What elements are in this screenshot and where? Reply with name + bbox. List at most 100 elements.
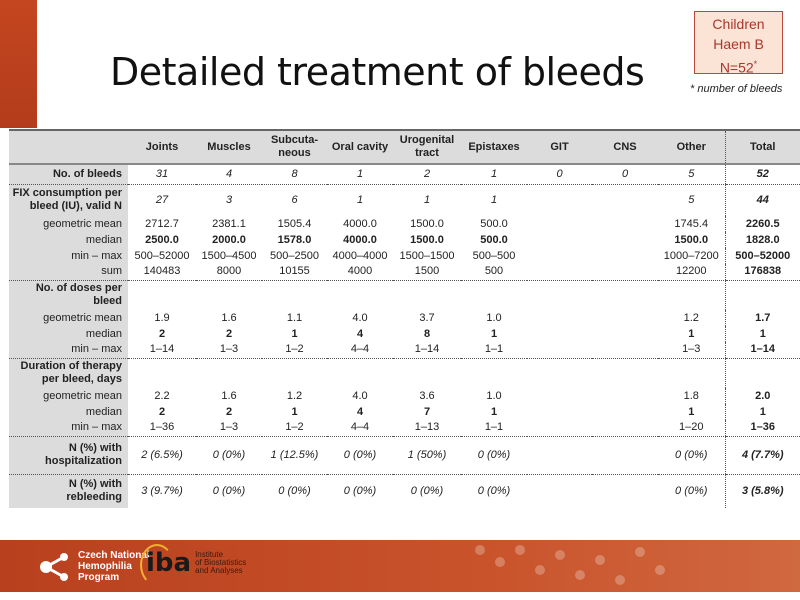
table-cell: 500–500 xyxy=(472,249,516,262)
column-header: Subcuta-neous xyxy=(262,130,327,165)
table-cell xyxy=(527,388,592,404)
table-cell xyxy=(592,310,658,326)
table-cell: 1 xyxy=(724,326,800,342)
table-cell: 1500.0 xyxy=(674,233,709,246)
table-cell: 0 (0%) xyxy=(658,436,725,475)
table-row: No. of doses per bleed xyxy=(9,280,800,310)
table-cell: 1 xyxy=(490,193,498,206)
table-row: N (%) with hospitalization 2 (6.5%) 0 (0%)… xyxy=(9,436,800,475)
column-header: Oral cavity xyxy=(327,130,393,165)
table-cell: 1.7 xyxy=(724,310,800,326)
table-cell xyxy=(592,232,658,248)
table-cell xyxy=(592,474,658,508)
table-cell xyxy=(724,358,800,388)
table-cell: 1.9 xyxy=(154,311,170,324)
row-label: Duration of therapy per bleed, days xyxy=(9,358,128,388)
table-cell: 2.2 xyxy=(154,389,170,402)
table-row: Duration of therapy per bleed, days xyxy=(9,358,800,388)
table-cell: 6 xyxy=(291,193,298,206)
cnhp-line-2: Hemophilia xyxy=(78,561,132,572)
table-cell: 4000.0 xyxy=(343,217,377,230)
table-cell xyxy=(527,342,592,359)
table-cell xyxy=(592,388,658,404)
table-cell xyxy=(592,184,658,216)
table-cell: 5 xyxy=(658,164,725,185)
cnhp-line-1: Czech National xyxy=(78,550,150,561)
table-cell: 500 xyxy=(461,264,527,281)
table-cell xyxy=(592,248,658,264)
cnhp-line-3: Program xyxy=(78,572,120,583)
table-cell: 12200 xyxy=(658,264,725,281)
table-cell: 0 (0%) xyxy=(410,484,444,497)
table-cell: 500–2500 xyxy=(270,249,319,262)
table-cell: 1–36 xyxy=(128,420,196,437)
table-cell: 1–3 xyxy=(658,342,725,359)
row-label: No. of doses per bleed xyxy=(9,280,128,310)
table-cell xyxy=(527,474,592,508)
table-cell: 1.2 xyxy=(286,389,303,402)
column-header: Other xyxy=(658,130,725,165)
table-cell xyxy=(461,358,527,388)
row-label: median xyxy=(9,404,128,420)
table-cell: 1 xyxy=(490,327,498,340)
iba-logo: iba Institute of Biostatistics and Analy… xyxy=(139,544,247,586)
table-row: min – max 1–14 1–3 1–2 4–4 1–14 1–1 1–3 1–14 xyxy=(9,342,800,359)
table-cell xyxy=(196,358,262,388)
table-cell: 1500.0 xyxy=(410,233,444,246)
column-header: Joints xyxy=(128,130,196,165)
table-cell xyxy=(527,420,592,437)
table-cell xyxy=(327,358,393,388)
table-cell: 1–1 xyxy=(461,420,527,437)
network-pattern-decoration xyxy=(475,545,665,585)
table-cell xyxy=(658,358,725,388)
table-cell xyxy=(527,216,592,232)
footer-bar: Czech National Hemophilia Program iba In… xyxy=(0,540,800,592)
row-label: No. of bleeds xyxy=(9,164,128,185)
row-label: median xyxy=(9,232,128,248)
table-cell: 27 xyxy=(155,193,169,206)
table-cell: 1 xyxy=(356,193,364,206)
table-cell xyxy=(461,280,527,310)
row-label: N (%) with rebleeding xyxy=(9,474,128,508)
badge-line-3: N=52* xyxy=(695,54,782,78)
column-header: Urogenital tract xyxy=(393,130,461,165)
table-cell: 2381.1 xyxy=(212,217,246,230)
iba-line-2: of Biostatistics xyxy=(195,558,247,567)
table-cell: 8 xyxy=(423,327,431,340)
table-cell: 1–20 xyxy=(658,420,725,437)
table-cell: 0 (0%) xyxy=(675,484,708,497)
table-cell: 0 (0%) xyxy=(196,436,262,475)
table-cell: 1–2 xyxy=(262,420,327,437)
column-header: Epistaxes xyxy=(461,130,527,165)
column-header: Muscles xyxy=(196,130,262,165)
table-cell xyxy=(592,436,658,475)
table-cell xyxy=(527,404,592,420)
table-cell: 1–13 xyxy=(393,420,461,437)
table-cell: 7 xyxy=(423,405,431,418)
table-cell: 0 (0%) xyxy=(212,484,246,497)
table-cell: 0 (0%) xyxy=(327,436,393,475)
cnhp-logo: Czech National Hemophilia Program xyxy=(38,550,150,583)
table-cell xyxy=(196,280,262,310)
table-cell xyxy=(592,264,658,281)
table-cell: 4–4 xyxy=(327,420,393,437)
table-row: N (%) with rebleeding 3 (9.7%) 0 (0%) 0 (0%… xyxy=(9,474,800,508)
table-cell xyxy=(592,358,658,388)
table-row: min – max 500–52000 1500–4500 500–2500 4000–… xyxy=(9,248,800,264)
table-cell: 500–52000 xyxy=(724,248,800,264)
table-cell: 8000 xyxy=(196,264,262,281)
table-cell: 2 xyxy=(225,327,233,340)
table-cell: 1 xyxy=(490,405,498,418)
table-cell: 3.7 xyxy=(419,311,435,324)
row-label: geometric mean xyxy=(9,388,128,404)
table-cell xyxy=(527,280,592,310)
table-cell: 1 xyxy=(724,404,800,420)
row-label: N (%) with hospitalization xyxy=(9,436,128,475)
table-cell xyxy=(527,358,592,388)
table-cell: 2 xyxy=(158,405,166,418)
table-cell: 1.2 xyxy=(683,311,699,324)
table-cell: 2 xyxy=(158,327,166,340)
table-cell xyxy=(527,248,592,264)
table-cell: 1500 xyxy=(393,264,461,281)
table-cell: 44 xyxy=(724,184,800,216)
